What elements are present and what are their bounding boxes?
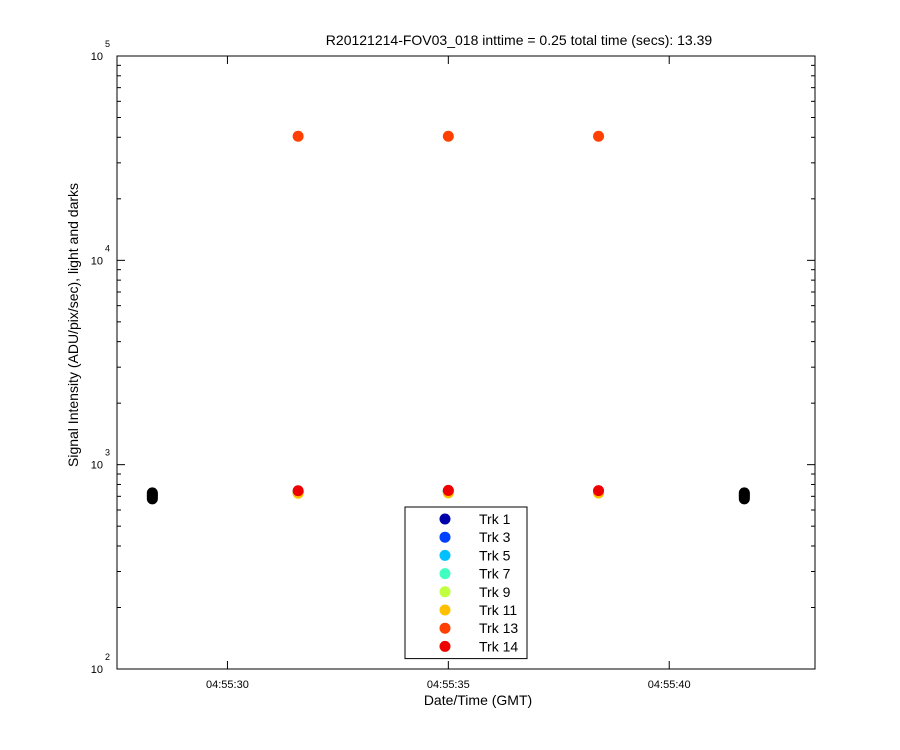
legend-label: Trk 5 [479, 547, 511, 563]
y-tick-label: 10 [91, 51, 103, 63]
x-tick-label: 04:55:40 [648, 679, 691, 691]
legend-marker [439, 549, 451, 561]
legend-box [404, 506, 528, 660]
data-point [593, 485, 605, 497]
legend-label: Trk 3 [479, 529, 511, 545]
legend-marker [439, 604, 451, 616]
legend-marker [439, 513, 451, 525]
y-tick-exponent: 3 [105, 448, 110, 458]
legend-label: Trk 9 [479, 584, 511, 600]
legend: Trk 1 Trk 3 Trk 5 Trk 7 Trk 9 Trk 11 Trk 13 Trk… [404, 506, 528, 660]
legend-label: Trk 7 [479, 566, 511, 582]
legend-marker [439, 640, 451, 652]
data-point [292, 130, 304, 142]
data-point [442, 130, 454, 142]
x-tick-label: 04:55:35 [427, 679, 470, 691]
dark-point [146, 487, 158, 499]
ticks [117, 55, 815, 670]
legend-marker [439, 568, 451, 580]
x-axis-title: Date/Time (GMT) [424, 692, 532, 708]
legend-marker [439, 586, 451, 598]
y-tick-exponent: 4 [105, 243, 110, 253]
data-point [442, 484, 454, 496]
data-point [292, 485, 304, 497]
legend-marker [439, 531, 451, 543]
legend-label: Trk 14 [479, 638, 518, 654]
y-tick-exponent: 2 [105, 652, 110, 662]
legend-label: Trk 1 [479, 511, 511, 527]
legend-label: Trk 13 [479, 620, 518, 636]
y-tick-label: 10 [91, 664, 103, 676]
legend-label: Trk 11 [479, 602, 517, 618]
dark-point [738, 487, 750, 499]
y-tick-label: 10 [91, 460, 103, 472]
data-point [593, 130, 605, 142]
data-points [146, 130, 750, 505]
y-axis-title: Signal Intensity (ADU/pix/sec), light an… [65, 183, 81, 467]
legend-marker [439, 622, 451, 634]
y-tick-label: 10 [91, 255, 103, 267]
chart-title: R20121214-FOV03_018 inttime = 0.25 total… [326, 32, 713, 48]
x-tick-label: 04:55:30 [206, 679, 249, 691]
y-tick-exponent: 5 [105, 39, 110, 49]
